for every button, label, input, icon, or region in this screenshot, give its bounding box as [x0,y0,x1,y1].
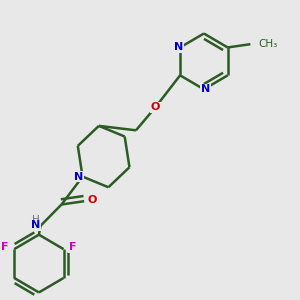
Text: N: N [201,84,210,94]
Text: O: O [151,102,160,112]
Text: N: N [31,220,40,230]
Text: N: N [74,172,83,182]
Text: N: N [174,43,183,52]
Text: H: H [32,215,40,225]
Text: O: O [88,195,97,205]
Text: CH₃: CH₃ [258,39,278,49]
Text: F: F [2,242,9,253]
Text: F: F [69,242,76,253]
